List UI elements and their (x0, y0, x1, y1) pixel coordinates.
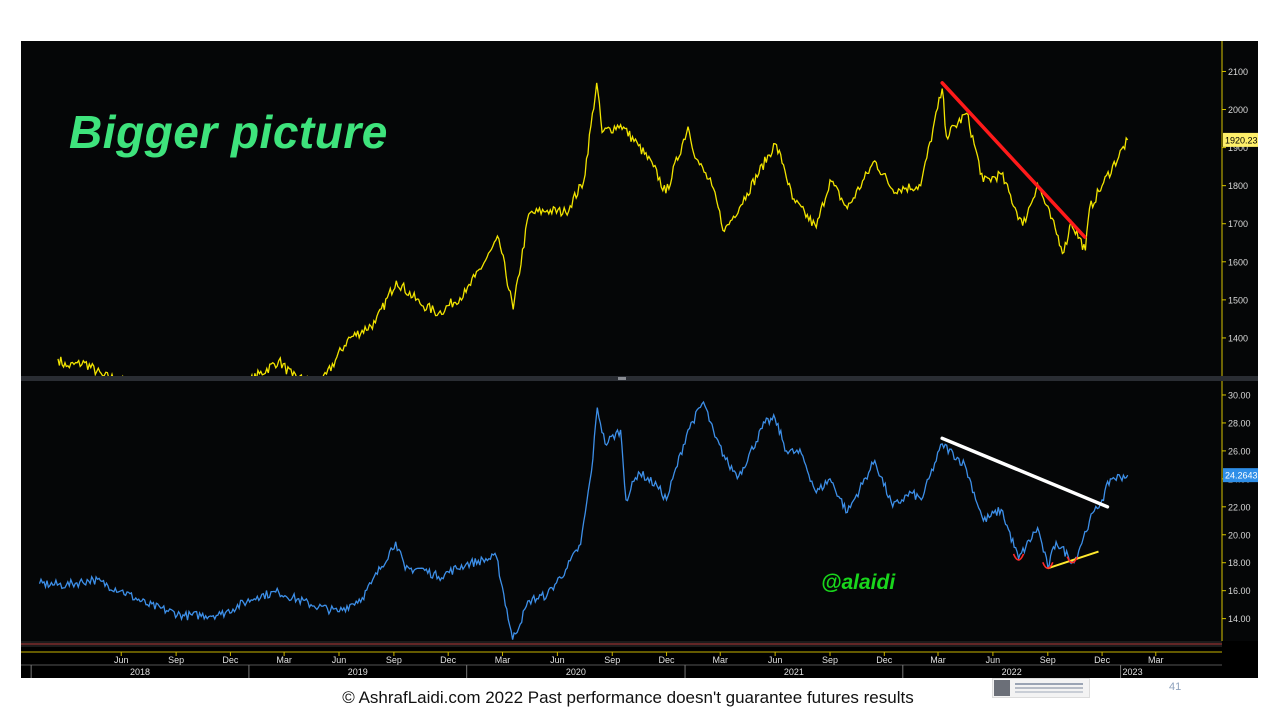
month-tick-label: Mar (495, 655, 511, 665)
bottom-marker (1012, 553, 1025, 561)
y-tick-label: 18.00 (1228, 558, 1251, 568)
month-tick-label: Sep (822, 655, 838, 665)
month-tick-label: Sep (168, 655, 184, 665)
bottom-marker (1066, 556, 1078, 564)
year-tick-label: 2020 (566, 667, 586, 677)
month-tick-label: Sep (1040, 655, 1056, 665)
divider-grip (618, 377, 626, 380)
panel-divider (21, 376, 1258, 381)
copyright-footer: © AshrafLaidi.com 2022 Past performance … (342, 688, 914, 707)
y-tick-label: 26.00 (1228, 446, 1251, 456)
last-value-badge (1223, 468, 1258, 483)
month-tick-label: Mar (930, 655, 946, 665)
month-tick-label: Mar (276, 655, 292, 665)
month-tick-label: Sep (604, 655, 620, 665)
last-value-badge (1223, 132, 1258, 147)
month-tick-label: Jun (550, 655, 565, 665)
year-tick-label: 2021 (784, 667, 804, 677)
y-tick-label: 1900 (1228, 143, 1248, 153)
y-tick-label: 1500 (1228, 295, 1248, 305)
month-tick-label: Mar (1148, 655, 1164, 665)
chart-panel: 1400 1500 1600 1700 1800 1900 2000 2100 1920.23 … (21, 41, 1258, 678)
month-tick-label: Dec (222, 655, 239, 665)
bottom-marker (1042, 561, 1054, 570)
y-tick-label: 1600 (1228, 257, 1248, 267)
month-tick-label: Dec (440, 655, 457, 665)
silver-support-line (1047, 550, 1099, 570)
gold-price-panel: 1400 1500 1600 1700 1800 1900 2000 2100 1920.23 (21, 41, 1258, 422)
month-tick-label: Jun (114, 655, 129, 665)
page-number: 41 (1169, 681, 1182, 693)
silver-price-panel: 14.0016.0018.0020.0022.0024.0026.0028.00… (21, 381, 1258, 641)
author-photo (994, 680, 1010, 696)
last-value-label: 1920.23 (1225, 135, 1258, 145)
month-tick-label: Dec (876, 655, 893, 665)
slide-title: Bigger picture (69, 106, 388, 158)
logo-text-lines (1015, 683, 1083, 685)
year-tick-label: 2018 (130, 667, 150, 677)
year-tick-label: 2019 (348, 667, 368, 677)
y-tick-label: 1700 (1228, 219, 1248, 229)
y-tick-label: 1800 (1228, 181, 1248, 191)
silver-downtrend-line (940, 436, 1110, 509)
month-tick-label: Jun (332, 655, 347, 665)
y-tick-label: 2100 (1228, 67, 1248, 77)
y-tick-label: 14.00 (1228, 614, 1251, 624)
y-tick-label: 30.00 (1228, 390, 1251, 400)
y-tick-label: 2000 (1228, 105, 1248, 115)
time-axis: Jun Sep Dec Mar Jun Sep Dec Mar Jun Sep Dec Mar Jun S… (21, 641, 1258, 678)
chart-canvas: 140015001600170018001900200021001920.23 … (21, 41, 1258, 678)
month-tick-label: Jun (986, 655, 1001, 665)
month-tick-label: Mar (712, 655, 728, 665)
y-tick-label: 22.00 (1228, 502, 1251, 512)
panel-background (21, 41, 1258, 376)
year-tick-label: 2022 (1002, 667, 1022, 677)
y-tick-label: 1400 (1228, 333, 1248, 343)
month-tick-label: Sep (386, 655, 402, 665)
y-tick-label: 28.00 (1228, 418, 1251, 428)
y-tick-label: 16.00 (1228, 586, 1251, 596)
month-tick-label: Dec (1094, 655, 1111, 665)
y-tick-label: 20.00 (1228, 530, 1251, 540)
publisher-logo (992, 678, 1090, 698)
last-value-label: 24.2643 (1225, 471, 1258, 481)
time-axis-background (21, 641, 1258, 678)
month-tick-label: Dec (659, 655, 676, 665)
month-tick-label: Jun (768, 655, 783, 665)
panel-background (21, 381, 1258, 641)
silver-price-line (38, 400, 1129, 640)
author-watermark: @alaidi (821, 571, 896, 594)
gold-downtrend-line (940, 81, 1087, 239)
year-tick-label: 2023 (1123, 667, 1143, 677)
